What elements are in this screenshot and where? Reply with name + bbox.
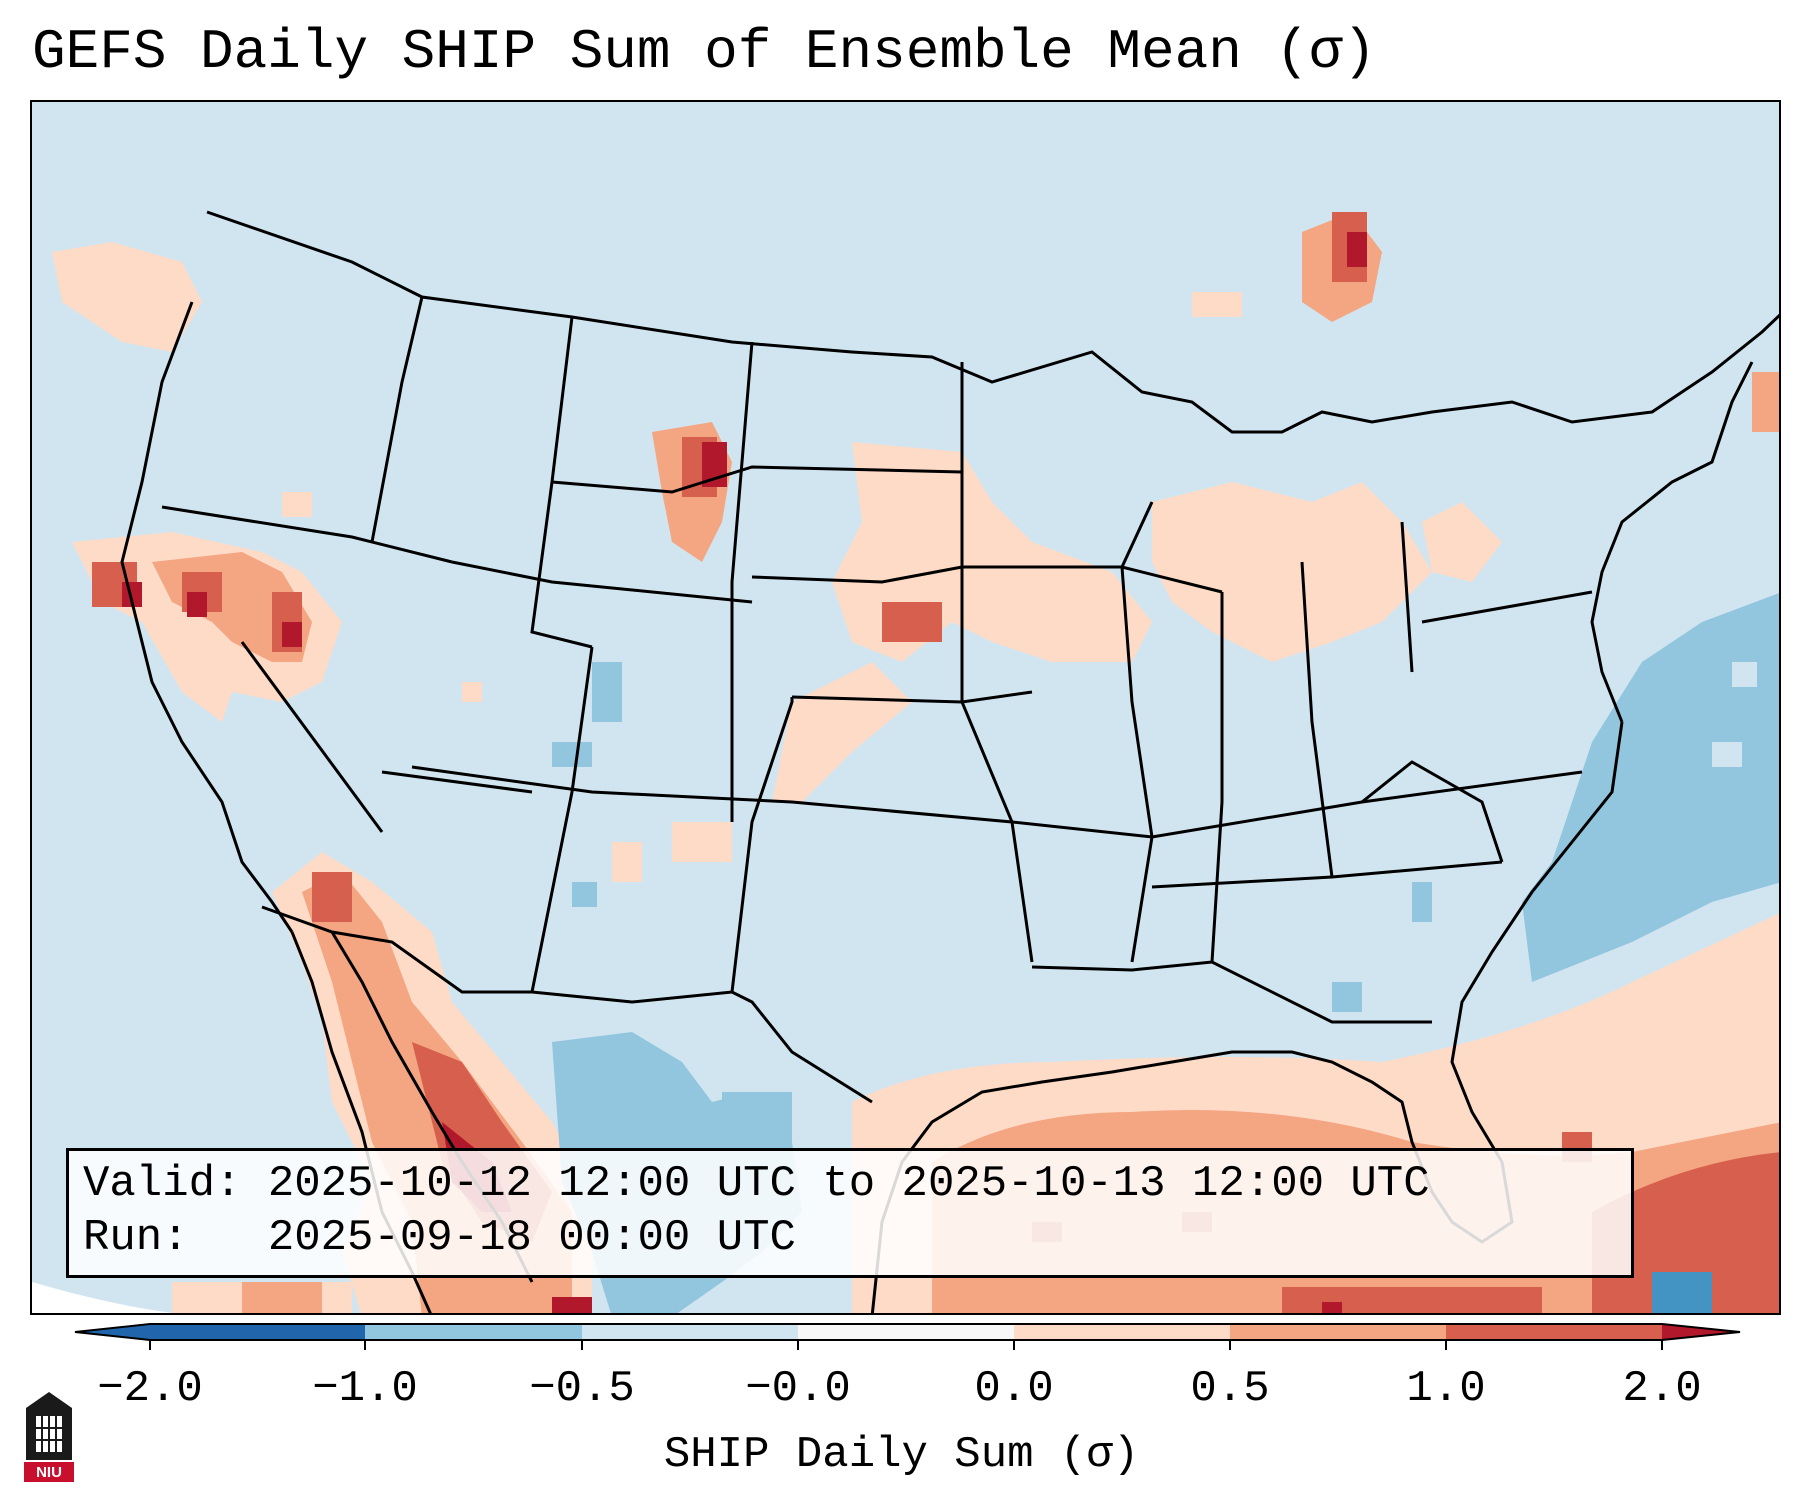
colorbar-over-arrow — [1662, 1324, 1740, 1340]
projection-edge — [32, 1282, 174, 1313]
colorbar-tick-label: −0.0 — [745, 1364, 851, 1414]
colorbar-label: SHIP Daily Sum (σ) — [663, 1430, 1140, 1480]
colorbar-bin-7 — [1446, 1324, 1662, 1340]
colorbar-tick-label: −0.5 — [529, 1364, 635, 1414]
colorbar-bin-2 — [365, 1324, 582, 1340]
colorbar-under-arrow — [75, 1324, 150, 1340]
colorbar-ticks — [149, 1340, 1663, 1350]
colorbar-bin-6 — [1230, 1324, 1446, 1340]
map-svg — [32, 102, 1779, 1313]
validity-info-box: Valid: 2025-10-12 12:00 UTC to 2025-10-1… — [66, 1148, 1634, 1278]
colorbar-tick-label: −2.0 — [97, 1364, 203, 1414]
colorbar-bin-3 — [582, 1324, 798, 1340]
run-time-text: Run: 2025-09-18 00:00 UTC — [83, 1213, 796, 1263]
quebec-anomaly — [1192, 212, 1779, 432]
colorbar-tick-label: 0.0 — [974, 1364, 1054, 1414]
colorbar-bin-5 — [1014, 1324, 1230, 1340]
niu-logo: NIU — [24, 1392, 74, 1482]
boundaries — [120, 210, 1779, 1313]
colorbar-tick-label: 1.0 — [1406, 1364, 1486, 1414]
colorbar-outline — [74, 1323, 1741, 1341]
colorbar-tick-label: 0.5 — [1190, 1364, 1270, 1414]
atlantic-anomaly — [1522, 593, 1779, 982]
map-title: GEFS Daily SHIP Sum of Ensemble Mean (σ) — [32, 20, 1377, 84]
map-panel[interactable] — [30, 100, 1781, 1315]
colorbar-tick-label: 2.0 — [1622, 1364, 1702, 1414]
colorbar-bin-1 — [150, 1324, 365, 1340]
logo-text: NIU — [36, 1464, 62, 1481]
colorbar-bin-4 — [798, 1324, 1014, 1340]
colorbar-tick-label: −1.0 — [312, 1364, 418, 1414]
west-anomaly — [52, 242, 342, 722]
valid-time-text: Valid: 2025-10-12 12:00 UTC to 2025-10-1… — [83, 1159, 1430, 1209]
